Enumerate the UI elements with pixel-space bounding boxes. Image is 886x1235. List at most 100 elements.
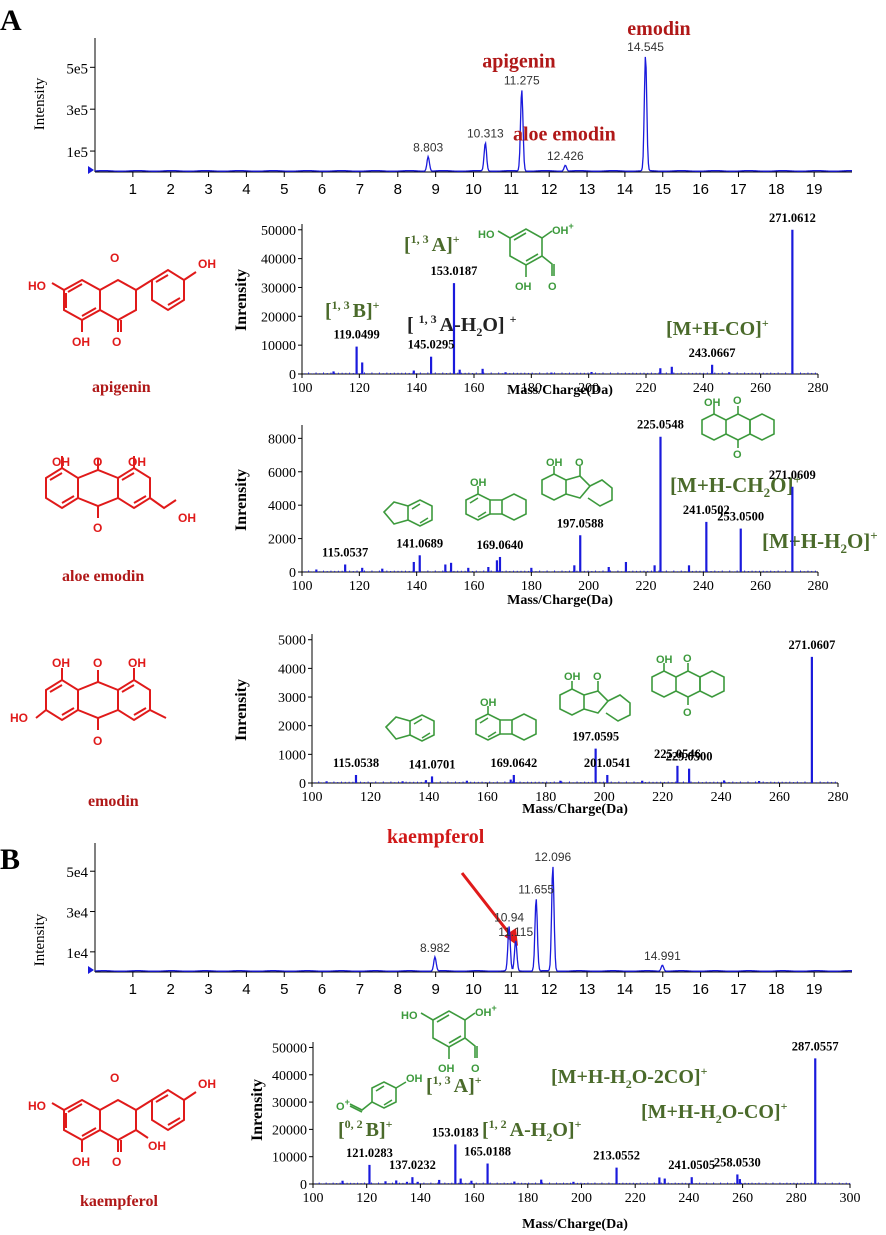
msAloe-y-tick-label: 4000 [268, 499, 296, 514]
chromB-x-tick-label: 18 [768, 981, 785, 998]
emodin-fragment-structures [384, 663, 725, 742]
aloe-emodin-name: aloe emodin [62, 568, 144, 585]
msKaempferol-x-tick-label: 100 [303, 1191, 324, 1206]
msEmodin-x-tick-label: 200 [594, 790, 615, 805]
panel-b-label: B [0, 843, 20, 876]
msAloe-y-tick-label: 0 [289, 566, 296, 581]
chromA-x-tick-label: 15 [654, 181, 671, 198]
msEmodin-peak-label: 197.0595 [572, 730, 619, 744]
chromB-x-tick-label: 1 [129, 981, 137, 998]
msKaempferol-y-tick-label: 0 [300, 1178, 307, 1193]
chromB-x-tick-label: 5 [280, 981, 288, 998]
kaem-oh-3: OH [148, 1139, 166, 1153]
msKaempferol-peak-label: 165.0188 [464, 1145, 511, 1159]
ann-aloe-mhch2o: [M+H-CH2O]+ [670, 472, 801, 500]
emo-oh-1: OH [52, 656, 70, 670]
msApigenin-y-tick-label: 50000 [261, 224, 296, 239]
chromA-x-tick-label: 17 [730, 181, 747, 198]
kaem-b-oh: OH [406, 1073, 423, 1085]
chromB-peak-label: 12.096 [534, 850, 571, 864]
msApigenin-x-tick-label: 260 [750, 381, 771, 396]
msKaempferol-x-tick-label: 160 [464, 1191, 485, 1206]
chromB-x-tick-label: 19 [806, 981, 823, 998]
chromB-x-tick-label: 10 [465, 981, 482, 998]
chromB-x-tick-label: 13 [579, 981, 596, 998]
chromA-peak-label: 12.426 [547, 149, 584, 163]
chromA-x-tick-label: 3 [204, 181, 212, 198]
msApigenin-y-tick-label: 30000 [261, 281, 296, 296]
chromA-x-tick-label: 11 [504, 181, 520, 198]
api-o-4: O [112, 335, 121, 349]
ann-kaem-a12h2o: [1, 2 A-H2O]+ [482, 1117, 582, 1144]
msApigenin-x-tick-label: 200 [578, 381, 599, 396]
ann-kaem-a13: [1, 3 A]+ [426, 1073, 482, 1097]
kaempferol-structure [51, 1088, 197, 1152]
msApigenin-x-tick-label: 140 [406, 381, 427, 396]
chromA-peak-label: 10.313 [467, 127, 504, 141]
msAloe-peak-label: 271.0609 [769, 468, 816, 482]
msKaempferol-peak-label: 258.0530 [714, 1155, 761, 1169]
apigenin-name: apigenin [92, 379, 151, 396]
kaem-frag-ho: HO [401, 1010, 418, 1022]
msKaempferol-peak-label: 241.0505 [668, 1158, 715, 1172]
chromA-compound-label: apigenin [482, 50, 555, 72]
msAloe-x-tick-label: 140 [406, 579, 427, 594]
chromB-x-tick-label: 7 [356, 981, 364, 998]
msAloe-x-tick-label: 120 [349, 579, 370, 594]
chromA-x-tick-label: 2 [167, 181, 175, 198]
msKaempferol-peak-label: 213.0552 [593, 1149, 640, 1163]
emo-o-10: O [93, 734, 102, 748]
api-ho: HO [28, 279, 46, 293]
kaempferol-arrow-head-icon [504, 928, 518, 946]
chromB-x-tick-label: 6 [318, 981, 326, 998]
chromB-x-tick-label: 17 [730, 981, 747, 998]
chromB-x-tick-label: 8 [394, 981, 402, 998]
aloe-o-9: O [93, 455, 102, 469]
msApigenin-y-tick-label: 40000 [261, 253, 296, 268]
chromA-x-tick-label: 10 [465, 181, 482, 198]
frag-a-o: O [548, 281, 557, 293]
chromA-x-tick-label: 19 [806, 181, 823, 198]
chromB-compound-label: kaempferol [387, 826, 485, 848]
chromB-peak-label: 14.991 [644, 949, 681, 963]
msKaempferol-y-tick-label: 20000 [272, 1123, 307, 1138]
api-oh-b: OH [198, 257, 216, 271]
kaempferol-name: kaempferol [80, 1193, 158, 1210]
msKaempferol-x-tick-label: 240 [678, 1191, 699, 1206]
msEmodin-x-tick-label: 180 [535, 790, 556, 805]
msApigenin-peak-label: 271.0612 [769, 211, 816, 225]
msApigenin-x-tick-label: 120 [349, 381, 370, 396]
msEmodin-y-tick-label: 1000 [278, 748, 306, 763]
msEmodin-x-tick-label: 120 [360, 790, 381, 805]
kaem-frag-oh: OH [438, 1063, 455, 1075]
aloe-225-o1: O [733, 395, 742, 407]
chromA-x-tick-label: 5 [280, 181, 288, 198]
chromA-peak-label: 8.803 [413, 140, 443, 154]
emo-225-o2: O [683, 707, 692, 719]
chromB-peak-label: 8.982 [420, 941, 450, 955]
kaem-o-4: O [112, 1155, 121, 1169]
ms-apigenin: Inrensity Mass/Charge(Da) [1, 3 B]+ [ 1,… [233, 211, 829, 398]
emodin-name: emodin [88, 793, 139, 810]
msEmodin-peak-label: 229.0500 [666, 750, 713, 764]
ann-apigenin-a13: [1, 3 A]+ [404, 232, 460, 256]
msEmodin-peak-label: 141.0701 [409, 757, 456, 771]
msApigenin-x-tick-label: 240 [693, 381, 714, 396]
msEmodin-peak-label: 225.0546 [654, 747, 701, 761]
chromB-y-tick-label: 1e4 [66, 946, 88, 962]
msEmodin-y-tick-label: 0 [299, 777, 306, 792]
msKaempferol-x-tick-label: 260 [732, 1191, 753, 1206]
msEmodin-x-tick-label: 260 [769, 790, 790, 805]
kaem-b-oplus: O+ [336, 1097, 350, 1113]
msKaempferol-peak-label: 137.0232 [389, 1158, 436, 1172]
chromB-y-tick-label: 3e4 [66, 906, 88, 922]
msAloe-y-tick-label: 6000 [268, 466, 296, 481]
chromA-x-tick-label: 1 [129, 181, 137, 198]
msEmodin-peak-label: 169.0642 [490, 756, 537, 770]
msAloe-x-tick-label: 180 [521, 579, 542, 594]
chromB-x-tick-label: 16 [692, 981, 709, 998]
chromA-compound-label: aloe emodin [513, 124, 616, 146]
ms-emodin: Inrensity Mass/Charge(Da) OH OH O [233, 634, 849, 817]
emo-o-9: O [93, 656, 102, 670]
emo-ho: HO [10, 711, 28, 725]
